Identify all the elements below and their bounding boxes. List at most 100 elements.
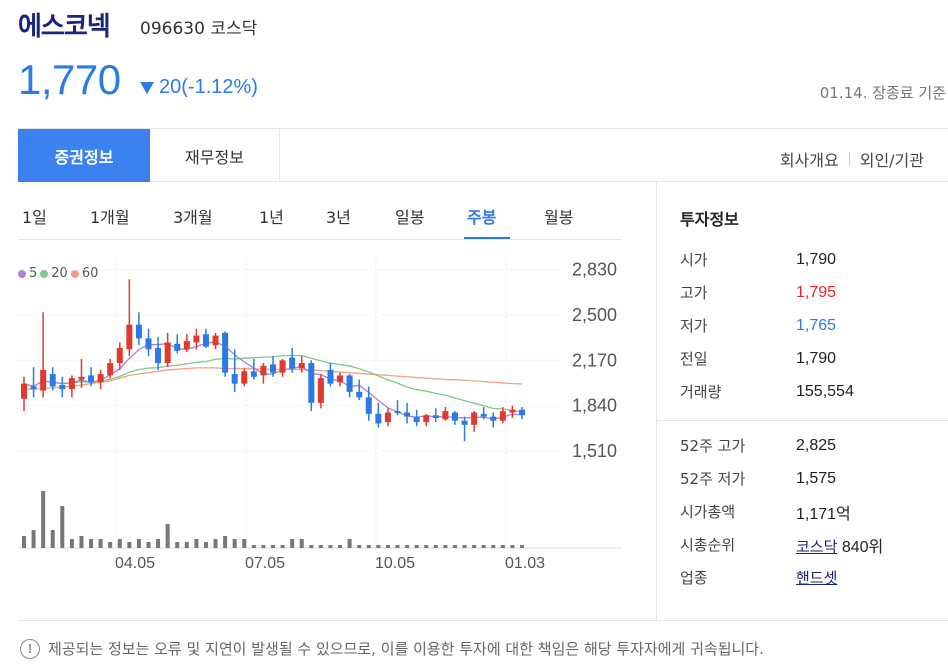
disclaimer: ! 제공되는 정보는 오류 및 지연이 발생될 수 있으므로, 이를 이용한 투…	[20, 638, 764, 659]
candle-body	[289, 357, 296, 369]
candle-body	[519, 409, 525, 416]
volume-bar	[414, 545, 419, 548]
candle-body	[212, 335, 219, 346]
info-label: 전일	[680, 350, 708, 368]
candle-body	[461, 420, 468, 425]
info-row-low: 저가 1,765	[680, 309, 948, 342]
investment-info-panel: 투자정보 시가 1,790 고가 1,795 저가 1,765 전일 1,790 거래량…	[656, 196, 948, 594]
period-3y[interactable]: 3년	[326, 208, 351, 227]
info-label: 시총순위	[680, 536, 736, 554]
period-monthly[interactable]: 월봉	[544, 208, 574, 227]
active-period-indicator	[464, 237, 510, 239]
info-row-prev: 전일 1,790	[680, 342, 948, 375]
candle-body	[490, 416, 497, 421]
volume-bar	[41, 491, 46, 548]
candle-body	[404, 412, 411, 417]
candle-body	[384, 412, 391, 423]
candle-body	[346, 375, 353, 392]
volume-bar	[69, 539, 74, 548]
tab-financial[interactable]: 재무정보	[150, 129, 280, 182]
candle-body	[480, 413, 487, 417]
volume-bar	[290, 539, 295, 548]
volume-bar	[443, 545, 448, 548]
panel-divider	[656, 182, 657, 620]
info-tabs: 증권정보 재무정보 회사개요 외인/기관	[18, 128, 948, 182]
footer-divider	[18, 620, 948, 621]
volume-bar	[146, 542, 151, 548]
volume-bar	[117, 539, 122, 548]
period-weekly[interactable]: 주봉	[467, 208, 497, 227]
info-label: 거래량	[680, 383, 722, 401]
company-overview-link[interactable]: 회사개요	[779, 151, 839, 170]
y-tick-label: 2,830	[572, 260, 617, 280]
volume-bar	[184, 542, 189, 548]
candle-body	[423, 415, 430, 423]
x-tick: 10.05	[375, 555, 416, 572]
rank-value: 840위	[841, 538, 884, 556]
y-tick-label: 2,500	[572, 305, 617, 325]
period-daily[interactable]: 일봉	[395, 208, 425, 227]
candle-body	[308, 363, 315, 403]
period-1m[interactable]: 1개월	[90, 208, 130, 227]
candle-body	[250, 371, 257, 377]
candle-body	[413, 416, 420, 423]
candle-body	[222, 332, 229, 373]
info-row-volume: 거래량 155,554	[680, 375, 948, 408]
volume-bar	[232, 539, 237, 548]
link-divider	[848, 152, 850, 166]
ma5-dot-icon	[18, 269, 26, 278]
sector-link[interactable]: 핸드셋	[796, 569, 838, 587]
info-value: 1,795	[796, 283, 837, 301]
candle-body	[365, 397, 372, 414]
candle-body	[21, 383, 27, 399]
info-row-52w-low: 52주 저가 1,575	[680, 462, 948, 495]
y-tick-label: 2,170	[572, 350, 617, 370]
foreign-institution-link[interactable]: 외인/기관	[859, 151, 924, 170]
candle-body	[394, 411, 401, 414]
volume-bar	[405, 545, 410, 548]
stock-name: 에스코넥	[18, 12, 111, 42]
stock-code: 096630	[140, 19, 205, 39]
tab-securities[interactable]: 증권정보	[18, 129, 150, 182]
stock-market: 코스닥	[210, 19, 258, 39]
info-value: 155,554	[796, 382, 854, 400]
tab-links: 회사개요 외인/기관	[780, 147, 924, 171]
rank-market-link[interactable]: 코스닥	[796, 537, 838, 556]
volume-bar	[481, 545, 486, 548]
candle-body	[88, 375, 95, 383]
info-divider	[656, 420, 948, 421]
candle-body	[116, 347, 123, 364]
period-3m[interactable]: 3개월	[173, 208, 213, 227]
y-tick-label: 1,840	[572, 396, 617, 416]
volume-bar	[395, 545, 400, 548]
candle-body	[68, 378, 75, 390]
info-label: 시가	[680, 251, 708, 269]
volume-bar	[60, 506, 65, 548]
volume-bar	[98, 539, 103, 548]
volume-bar	[472, 545, 477, 548]
change-value: 20(-1.12%)	[159, 76, 258, 98]
volume-bar	[223, 536, 228, 548]
volume-bar	[31, 530, 36, 548]
candle-body	[183, 341, 190, 350]
candle-body	[298, 363, 305, 369]
candle-body	[356, 391, 363, 398]
volume-bar	[309, 545, 314, 548]
period-1d[interactable]: 1일	[22, 208, 47, 227]
volume-bar	[376, 545, 381, 548]
candle-body	[279, 360, 286, 373]
volume-bar	[510, 545, 515, 548]
volume-bar	[357, 545, 362, 548]
volume-bar	[22, 536, 26, 548]
period-1y[interactable]: 1년	[259, 208, 284, 227]
volume-bar	[89, 539, 94, 548]
info-row-52w-high: 52주 고가 2,825	[680, 429, 948, 462]
candle-body	[317, 378, 324, 403]
candle-body	[164, 342, 171, 364]
candle-body	[471, 412, 478, 425]
volume-bar	[491, 545, 496, 548]
volume-bar	[520, 545, 524, 548]
info-row-rank: 시총순위 코스닥 840위	[680, 528, 948, 561]
x-tick: 01.03	[505, 555, 546, 572]
volume-bar	[424, 545, 429, 548]
